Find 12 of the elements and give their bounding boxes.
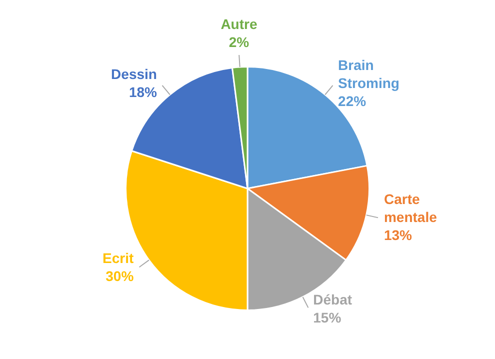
data-label: 18%	[128, 84, 158, 100]
slice-label: Dessin	[111, 66, 157, 82]
data-label: 13%	[384, 226, 413, 243]
data-label: 22%	[338, 92, 367, 109]
slice-label: Carte mentale	[384, 190, 438, 225]
slice-label: Brain Stroming	[338, 56, 400, 91]
data-label: 15%	[313, 309, 342, 326]
data-label: 2%	[228, 34, 250, 50]
slice-label: Ecrit	[102, 250, 134, 266]
data-label: 30%	[106, 268, 134, 284]
slice-label: Débat	[313, 291, 352, 308]
slice-label: Autre	[220, 16, 258, 32]
